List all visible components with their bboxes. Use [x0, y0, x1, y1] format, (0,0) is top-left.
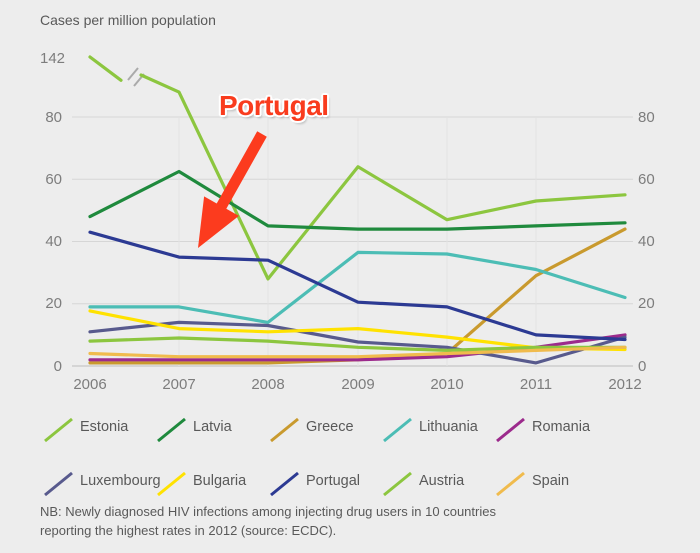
svg-text:2008: 2008	[251, 376, 284, 393]
svg-text:2012: 2012	[608, 376, 641, 393]
svg-text:2011: 2011	[520, 376, 552, 393]
svg-text:80: 80	[45, 109, 62, 126]
svg-text:2006: 2006	[73, 376, 106, 393]
svg-text:0: 0	[638, 358, 646, 375]
svg-text:0: 0	[54, 358, 62, 375]
svg-text:20: 20	[45, 295, 62, 312]
svg-text:60: 60	[638, 171, 655, 188]
svg-text:142: 142	[40, 50, 65, 67]
svg-text:2007: 2007	[162, 376, 195, 393]
svg-text:20: 20	[638, 295, 655, 312]
svg-text:40: 40	[638, 233, 655, 250]
svg-text:80: 80	[638, 109, 655, 126]
svg-text:2010: 2010	[430, 376, 463, 393]
svg-text:40: 40	[45, 233, 62, 250]
svg-text:2009: 2009	[341, 376, 374, 393]
svg-text:60: 60	[45, 171, 62, 188]
